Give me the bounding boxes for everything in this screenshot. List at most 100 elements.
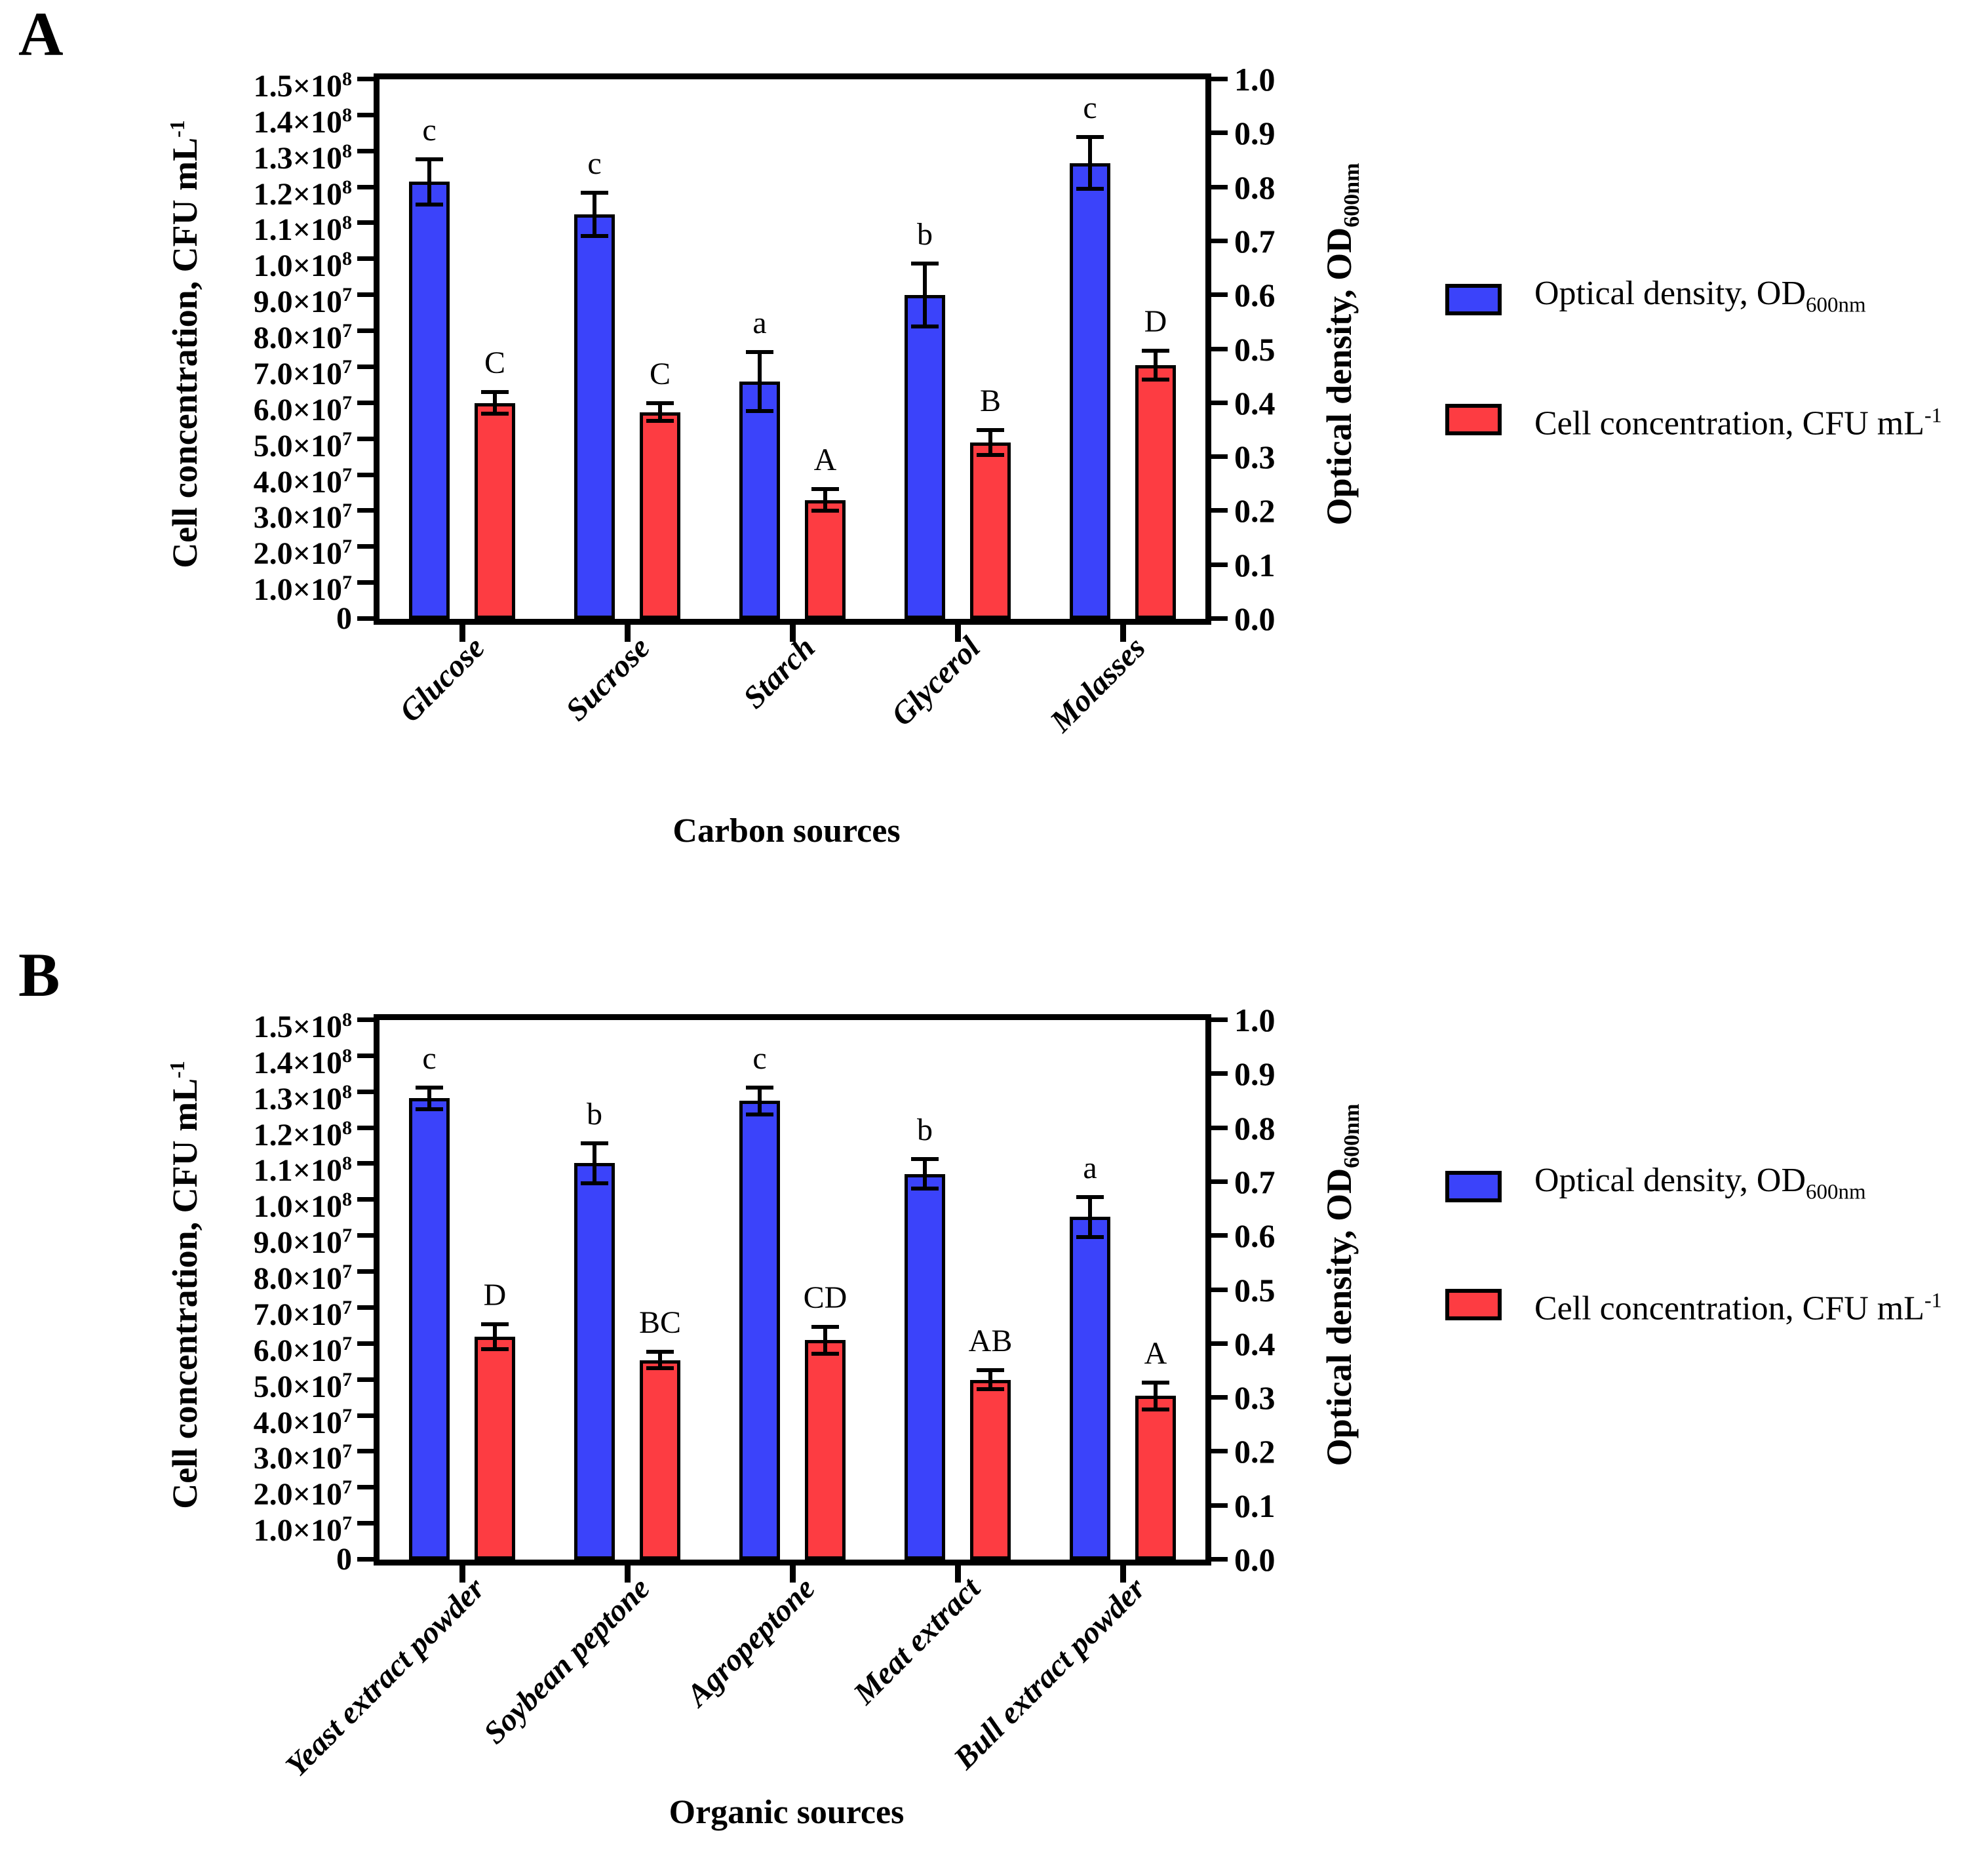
tick-label-exponent: 8 <box>342 1009 352 1031</box>
left-axis-title: Cell concentration, CFU mL-1 <box>153 990 205 1580</box>
error-bar-cap-top <box>1142 1380 1169 1385</box>
tick-label-mantissa: 1.1×10 <box>253 1153 342 1189</box>
x-axis-tick <box>789 1566 796 1583</box>
left-y-tick-label: 1.2×108 <box>204 169 352 213</box>
tick-label-mantissa: 8.0×10 <box>253 1261 342 1297</box>
right-y-tick-label: 0.8 <box>1234 168 1276 206</box>
error-bar-line-od-yeast-extract-powder <box>427 1087 431 1109</box>
right-y-tick-label: 0.0 <box>1234 1541 1276 1578</box>
error-bar-line-od-bull-extract-powder <box>1088 1196 1092 1237</box>
left-axis-tick <box>357 112 374 117</box>
tick-label-mantissa: 9.0×10 <box>253 1225 342 1261</box>
error-bar-cap-bottom <box>1076 187 1104 191</box>
right-y-tick-label: 0.2 <box>1234 1433 1276 1470</box>
x-axis-tick <box>1120 1566 1126 1583</box>
left-axis-tick <box>357 436 374 441</box>
x-axis-title-organic-sources: Organic sources <box>669 1794 905 1831</box>
bar-od-sucrose <box>574 214 615 619</box>
left-y-tick-label: 3.0×107 <box>204 1433 352 1477</box>
error-bar-line-cfu-molasses <box>1154 351 1158 380</box>
legend-item-cfu: Cell concentration, CFU mL-1 <box>1445 1285 1942 1328</box>
tick-label-mantissa: 1.1×10 <box>253 212 342 248</box>
left-axis-tick <box>357 400 374 405</box>
left-axis-tick <box>357 256 374 262</box>
significance-letter-od-molasses: c <box>1083 90 1097 126</box>
left-axis-title-superscript: -1 <box>165 120 189 138</box>
left-axis-tick <box>357 292 374 298</box>
left-y-tick-label: 2.0×107 <box>204 528 352 572</box>
tick-label-exponent: 7 <box>342 1296 352 1318</box>
error-bar-line-od-meat-extract <box>923 1159 927 1189</box>
bar-od-yeast-extract-powder <box>409 1098 450 1560</box>
left-y-tick-label: 5.0×107 <box>204 1362 352 1406</box>
left-axis-tick <box>357 1197 374 1202</box>
legend-label-text: Cell concentration, CFU mL <box>1534 1290 1925 1328</box>
tick-label-mantissa: 5.0×10 <box>253 428 342 463</box>
significance-letter-od-glycerol: b <box>917 217 933 252</box>
x-category-label-glucose: Glucose <box>393 630 492 729</box>
right-axis-tick <box>1211 616 1228 621</box>
tick-label-mantissa: 1.0×10 <box>253 248 342 284</box>
left-axis-tick <box>357 1377 374 1382</box>
legend-swatch-od <box>1445 284 1502 315</box>
bar-cfu-sucrose <box>640 412 680 619</box>
error-bar-line-cfu-meat-extract <box>988 1369 992 1390</box>
bar-cfu-starch <box>805 500 846 619</box>
error-bar-line-od-soybean-peptone <box>593 1143 596 1183</box>
right-y-tick-label: 0.8 <box>1234 1109 1276 1147</box>
left-axis-tick <box>357 1341 374 1346</box>
tick-label-mantissa: 7.0×10 <box>253 356 342 391</box>
left-y-tick-label: 9.0×107 <box>204 1217 352 1261</box>
significance-letter-cfu-meat-extract: AB <box>968 1323 1013 1358</box>
error-bar-line-cfu-agropeptone <box>823 1327 827 1354</box>
bar-od-glucose <box>409 182 450 619</box>
error-bar-line-od-agropeptone <box>758 1087 762 1115</box>
left-axis-tick <box>357 1017 374 1022</box>
right-y-tick-label: 0.6 <box>1234 277 1276 314</box>
right-axis-tick <box>1211 508 1228 513</box>
tick-label-exponent: 8 <box>342 104 352 126</box>
significance-letter-cfu-bull-extract-powder: A <box>1144 1335 1167 1371</box>
tick-label-mantissa: 1.0×10 <box>253 1513 342 1548</box>
left-y-tick-label: 6.0×107 <box>204 1326 352 1369</box>
right-axis-title: Optical density, OD600nm <box>1315 990 1364 1580</box>
left-axis-tick <box>357 184 374 189</box>
tick-label-exponent: 7 <box>342 572 352 594</box>
significance-letter-od-starch: a <box>752 305 767 340</box>
plot-area-A: 1.5×108 1.4×108 1.3×108 1.2×108 1.1×108 1.0×1… <box>254 61 1276 739</box>
left-axis-title: Cell concentration, CFU mL-1 <box>153 49 205 639</box>
left-y-tick-label: 1.4×108 <box>204 97 352 141</box>
error-bar-cap-top <box>481 390 509 395</box>
right-y-tick-label: 0.2 <box>1234 492 1276 530</box>
x-axis-title-carbon-sources: Carbon sources <box>672 812 901 850</box>
left-y-tick-label: 1.1×108 <box>204 1145 352 1189</box>
tick-label-exponent: 8 <box>342 212 352 234</box>
right-y-tick-label: 0.6 <box>1234 1217 1276 1255</box>
left-axis-tick <box>357 148 374 153</box>
left-axis-tick <box>357 1521 374 1526</box>
right-axis-tick <box>1211 346 1228 351</box>
right-y-tick-label: 0.3 <box>1234 1379 1276 1417</box>
left-y-tick-label: 4.0×107 <box>204 457 352 501</box>
tick-label-exponent: 8 <box>342 176 352 198</box>
tick-label-exponent: 7 <box>342 1368 352 1390</box>
bar-cfu-soybean-peptone <box>640 1360 680 1560</box>
right-axis-tick <box>1211 1395 1228 1400</box>
bar-cfu-molasses <box>1135 365 1176 619</box>
right-axis-tick <box>1211 184 1228 189</box>
right-axis-title-subscript: 600nm <box>1339 163 1364 227</box>
right-y-tick-label: 0.1 <box>1234 546 1276 583</box>
error-bar-line-od-glycerol <box>923 264 927 326</box>
left-axis-tick <box>357 1161 374 1166</box>
left-y-tick-label: 1.1×108 <box>204 205 352 248</box>
error-bar-cap-bottom <box>746 1113 773 1117</box>
legend-label-cfu: Cell concentration, CFU mL-1 <box>1534 395 1942 443</box>
tick-label-exponent: 7 <box>342 500 352 522</box>
tick-label-mantissa: 2.0×10 <box>253 536 342 572</box>
left-axis-tick <box>357 1089 374 1094</box>
right-axis-tick <box>1211 130 1228 136</box>
error-bar-cap-top <box>911 1157 939 1162</box>
significance-letter-cfu-glucose: C <box>484 345 505 381</box>
tick-label-exponent: 8 <box>342 1189 352 1211</box>
